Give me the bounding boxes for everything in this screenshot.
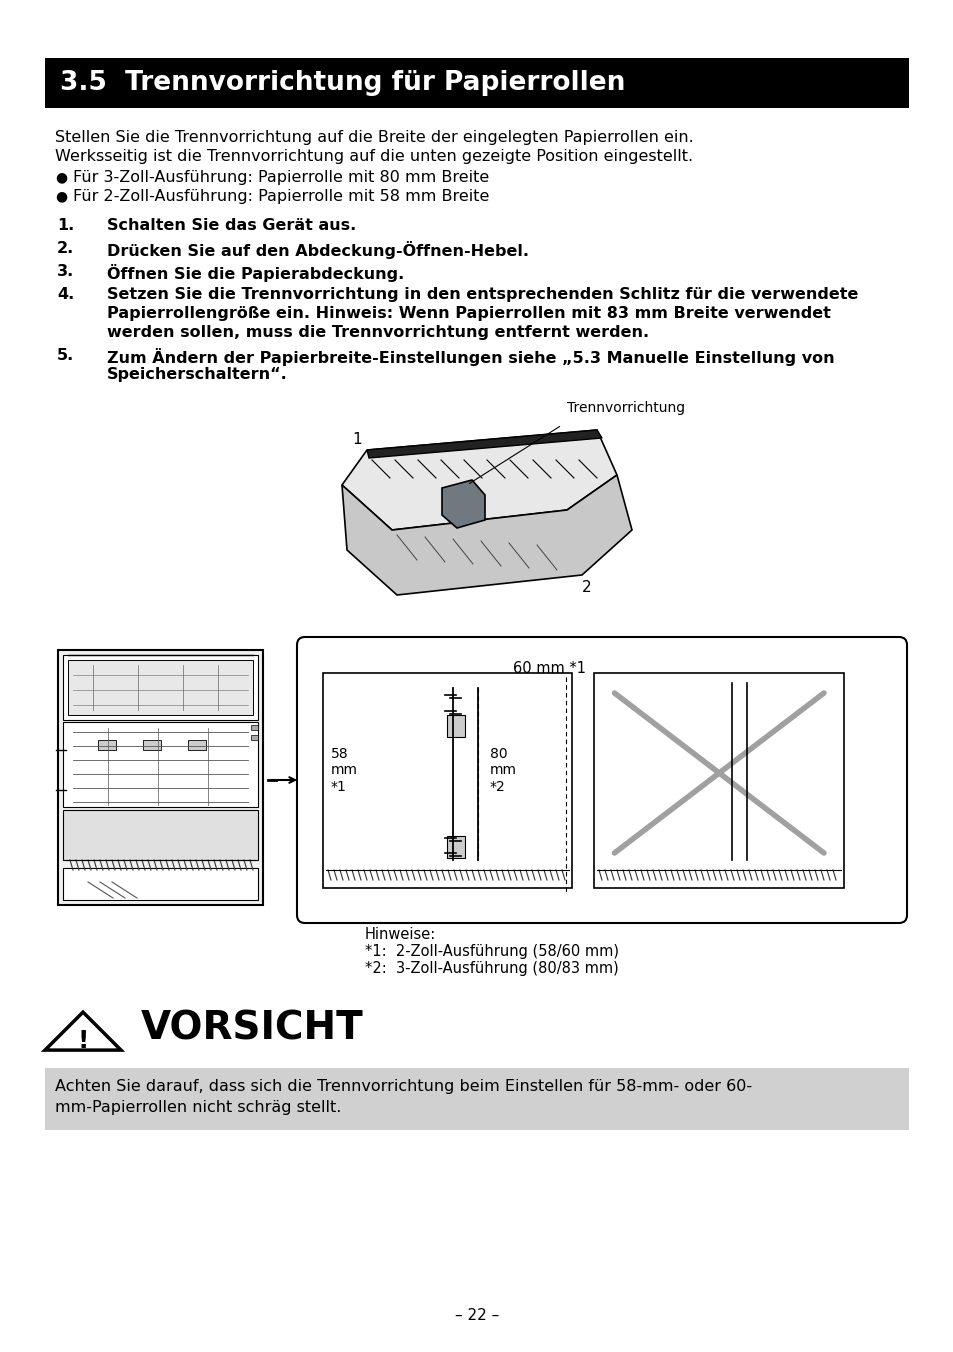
Text: Schalten Sie das Gerät aus.: Schalten Sie das Gerät aus. [107, 218, 355, 233]
Text: Trennvorrichtung: Trennvorrichtung [566, 402, 684, 415]
Text: 2: 2 [581, 580, 591, 595]
Text: Achten Sie darauf, dass sich die Trennvorrichtung beim Einstellen für 58-mm- ode: Achten Sie darauf, dass sich die Trennvo… [55, 1079, 751, 1094]
FancyBboxPatch shape [63, 868, 257, 900]
Text: Für 2-Zoll-Ausführung: Papierrolle mit 58 mm Breite: Für 2-Zoll-Ausführung: Papierrolle mit 5… [73, 189, 489, 204]
Text: 58
mm
*1: 58 mm *1 [331, 748, 357, 794]
Polygon shape [45, 1013, 121, 1051]
Polygon shape [341, 430, 617, 530]
FancyBboxPatch shape [446, 836, 464, 859]
Text: 1: 1 [352, 433, 361, 448]
FancyBboxPatch shape [251, 735, 257, 740]
Text: Zum Ändern der Papierbreite-Einstellungen siehe „5.3 Manuelle Einstellung von: Zum Ändern der Papierbreite-Einstellunge… [107, 347, 834, 366]
FancyBboxPatch shape [63, 722, 257, 807]
FancyBboxPatch shape [45, 58, 908, 108]
FancyBboxPatch shape [63, 810, 257, 860]
Text: Für 3-Zoll-Ausführung: Papierrolle mit 80 mm Breite: Für 3-Zoll-Ausführung: Papierrolle mit 8… [73, 170, 489, 185]
Text: 3.: 3. [57, 264, 74, 279]
Text: ●: ● [55, 189, 67, 203]
Text: werden sollen, muss die Trennvorrichtung entfernt werden.: werden sollen, muss die Trennvorrichtung… [107, 324, 648, 339]
Text: Setzen Sie die Trennvorrichtung in den entsprechenden Schlitz für die verwendete: Setzen Sie die Trennvorrichtung in den e… [107, 287, 858, 301]
Text: mm-Papierrollen nicht schräg stellt.: mm-Papierrollen nicht schräg stellt. [55, 1101, 341, 1115]
FancyBboxPatch shape [45, 1068, 908, 1130]
Text: *1:  2-Zoll-Ausführung (58/60 mm): *1: 2-Zoll-Ausführung (58/60 mm) [365, 944, 618, 959]
Text: Öffnen Sie die Papierabdeckung.: Öffnen Sie die Papierabdeckung. [107, 264, 404, 283]
Text: *2:  3-Zoll-Ausführung (80/83 mm): *2: 3-Zoll-Ausführung (80/83 mm) [365, 961, 618, 976]
Text: 3.5  Trennvorrichtung für Papierrollen: 3.5 Trennvorrichtung für Papierrollen [60, 70, 625, 96]
FancyBboxPatch shape [188, 740, 206, 750]
Text: !: ! [77, 1029, 89, 1053]
Text: – 22 –: – 22 – [455, 1307, 498, 1322]
FancyBboxPatch shape [98, 740, 116, 750]
Text: 80
mm
*2: 80 mm *2 [489, 748, 517, 794]
Polygon shape [367, 430, 601, 458]
FancyBboxPatch shape [143, 740, 161, 750]
Text: Stellen Sie die Trennvorrichtung auf die Breite der eingelegten Papierrollen ein: Stellen Sie die Trennvorrichtung auf die… [55, 130, 693, 145]
FancyBboxPatch shape [296, 637, 906, 923]
FancyBboxPatch shape [58, 650, 263, 904]
Polygon shape [341, 475, 631, 595]
Text: 2.: 2. [57, 241, 74, 256]
FancyBboxPatch shape [68, 660, 253, 715]
FancyBboxPatch shape [594, 673, 843, 888]
FancyBboxPatch shape [251, 725, 257, 730]
Text: Hinweise:: Hinweise: [365, 927, 436, 942]
Text: Drücken Sie auf den Abdeckung-Öffnen-Hebel.: Drücken Sie auf den Abdeckung-Öffnen-Heb… [107, 241, 529, 260]
Text: 60 mm *1: 60 mm *1 [513, 661, 585, 676]
Polygon shape [441, 480, 484, 529]
FancyBboxPatch shape [446, 715, 464, 737]
FancyBboxPatch shape [63, 654, 257, 721]
Text: 1.: 1. [57, 218, 74, 233]
Text: 5.: 5. [57, 347, 74, 362]
Text: Werksseitig ist die Trennvorrichtung auf die unten gezeigte Position eingestellt: Werksseitig ist die Trennvorrichtung auf… [55, 149, 693, 164]
Text: Speicherschaltern“.: Speicherschaltern“. [107, 366, 288, 383]
Text: Papierrollengröße ein. Hinweis: Wenn Papierrollen mit 83 mm Breite verwendet: Papierrollengröße ein. Hinweis: Wenn Pap… [107, 306, 830, 320]
Text: 4.: 4. [57, 287, 74, 301]
FancyBboxPatch shape [323, 673, 572, 888]
Text: VORSICHT: VORSICHT [141, 1010, 363, 1048]
Text: ●: ● [55, 170, 67, 184]
